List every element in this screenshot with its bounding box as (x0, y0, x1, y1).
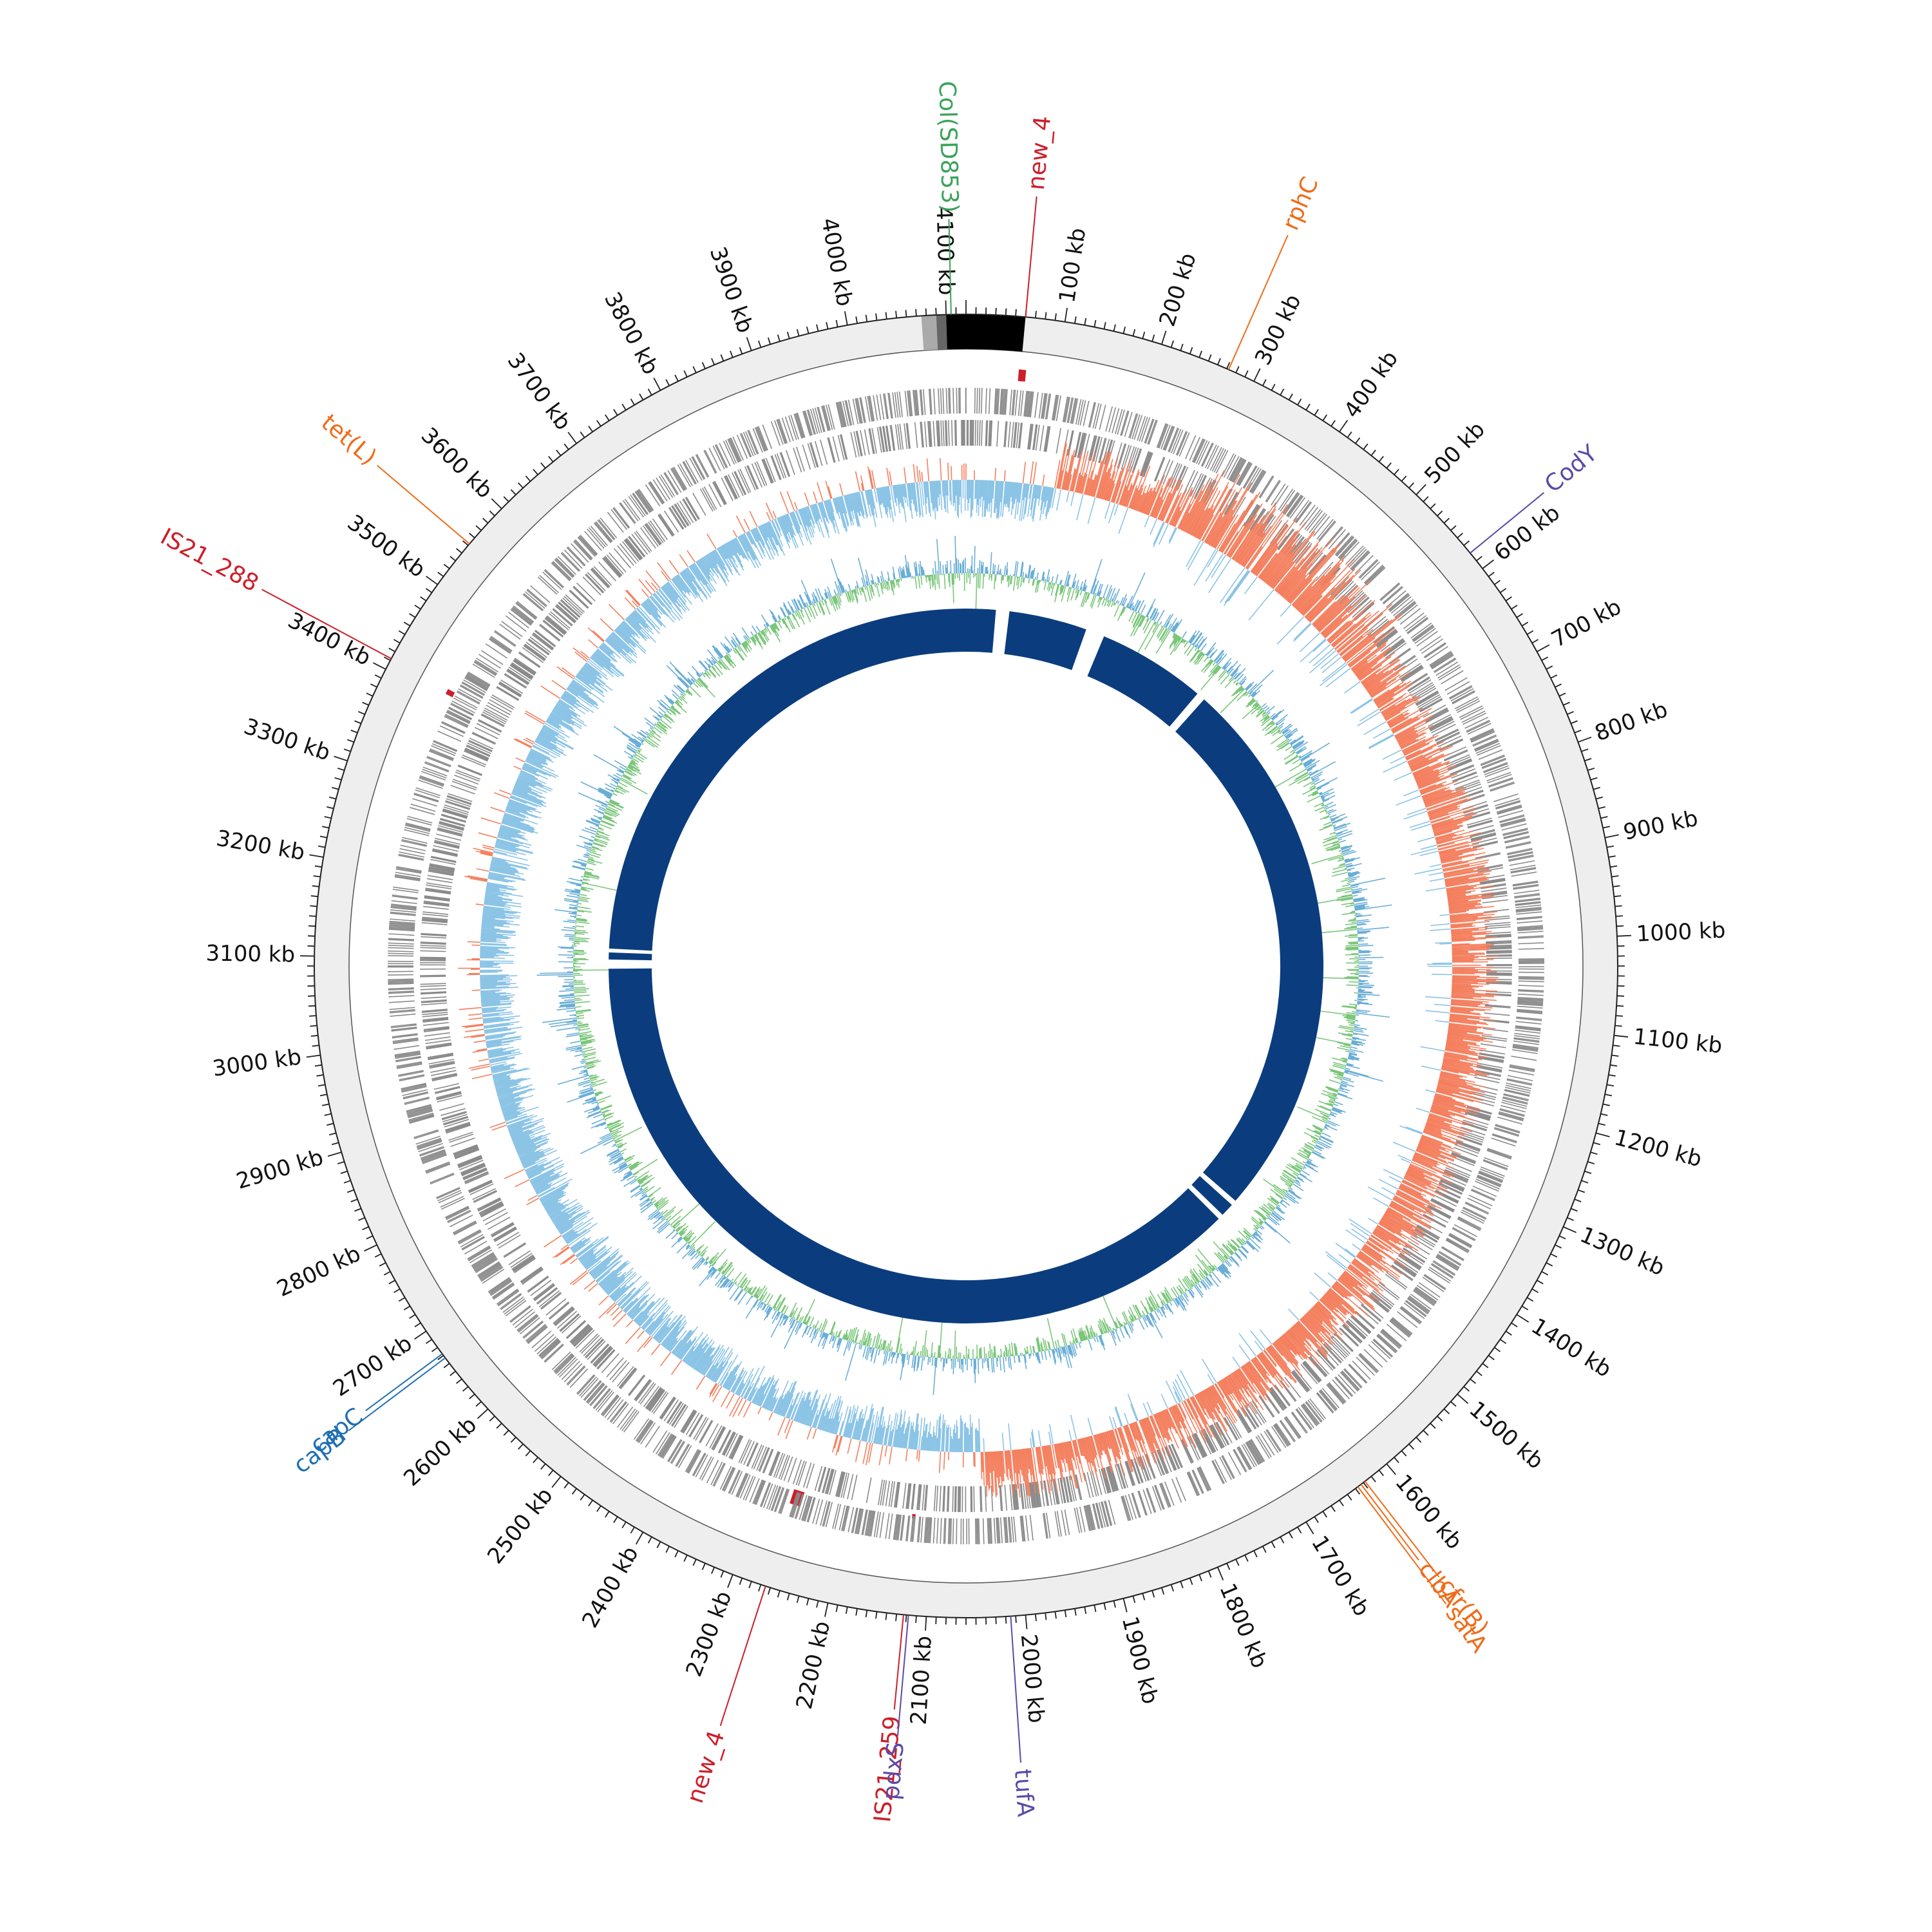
gc-content-ring (536, 535, 1392, 1396)
gc-skew-positive (458, 442, 1500, 1498)
contig-block (936, 314, 947, 350)
tick-label: 2800 kb (273, 1241, 365, 1302)
outer-band-ring (314, 314, 1618, 1618)
cds-ring (387, 387, 1545, 1545)
annotation-leader (1010, 1616, 1022, 1763)
annotation-label: CodY (1540, 440, 1603, 498)
annotation-leader (1025, 196, 1037, 317)
contig-block (946, 314, 966, 350)
tick-label: 2000 kb (1016, 1633, 1049, 1725)
blast-hit-segment (609, 609, 996, 951)
tick-label: 1200 kb (1611, 1124, 1704, 1172)
annotation-leader (377, 464, 470, 545)
blast-hit-segment (1175, 699, 1323, 1201)
tick-label: 900 kb (1621, 806, 1700, 846)
annotation-label: tufA (1009, 1768, 1039, 1818)
tick-label: 700 kb (1547, 594, 1625, 652)
annotation-label: IS21_288 (156, 524, 263, 597)
tick-label: 2200 kb (791, 1619, 835, 1712)
annotation-leader (1227, 234, 1289, 370)
tick-label: 800 kb (1591, 697, 1671, 747)
blast-hit-segment (1004, 611, 1086, 670)
annotation-leader (719, 1586, 766, 1727)
annotation-leader (348, 1357, 446, 1432)
annotation-label: new_4 (1023, 115, 1056, 191)
blast-identity-ring (609, 609, 1323, 1323)
tick-label: 1800 kb (1214, 1580, 1272, 1672)
tick-label: 100 kb (1054, 226, 1091, 305)
tick-label: 4100 kb (931, 205, 959, 296)
tick-label: 1900 kb (1117, 1614, 1163, 1707)
tick-label: 3600 kb (416, 422, 498, 504)
annotation-leader (1357, 1486, 1447, 1605)
contig-block (921, 315, 938, 351)
tick-label: 200 kb (1154, 250, 1201, 330)
tick-label: 3900 kb (705, 243, 758, 336)
annotation-leader (893, 1615, 904, 1710)
tick-label: 1700 kb (1306, 1531, 1374, 1621)
blast-hit-segment (609, 952, 652, 961)
blast-hit-segment (1087, 636, 1198, 727)
tick-label: 1100 kb (1632, 1024, 1723, 1059)
blast-hit-segment (1191, 1176, 1232, 1215)
annotation-label: pdxS (878, 1741, 909, 1801)
tick-label: 1400 kb (1527, 1313, 1616, 1383)
feature-marker (445, 688, 455, 697)
tick-label: 4000 kb (816, 216, 858, 308)
tick-label: 2500 kb (482, 1483, 558, 1569)
annotation-leader (948, 219, 952, 315)
gc-skew-negative (479, 479, 1453, 1453)
tick-label: 3200 kb (214, 826, 307, 866)
tick-label: 3400 kb (283, 607, 375, 671)
annotation-leader (1470, 492, 1545, 554)
tick-label: 3800 kb (599, 288, 663, 379)
tick-label: 2400 kb (577, 1542, 643, 1632)
tick-label: 2900 kb (233, 1144, 326, 1195)
annotation-label: rphC (1278, 173, 1324, 234)
gc-content-above (536, 535, 1392, 1396)
tick-label: 2700 kb (328, 1331, 417, 1402)
annotation-leader (261, 589, 392, 659)
annotation-label: new_4 (682, 1728, 730, 1806)
tick-label: 3000 kb (211, 1044, 303, 1082)
tick-label: 2600 kb (399, 1412, 482, 1492)
feature-marker (1018, 369, 1027, 382)
tick-label: 400 kb (1339, 346, 1403, 423)
annotation-leader (896, 1615, 909, 1736)
tick-label: 1300 kb (1576, 1222, 1668, 1281)
gc-content-below (573, 573, 1359, 1359)
contig-ring (445, 314, 1027, 1519)
tick-label: 2100 kb (906, 1635, 937, 1726)
tick-label: 3300 kb (241, 714, 334, 766)
annotation-leader (1360, 1484, 1419, 1561)
outer-band-inner-edge (348, 348, 1584, 1584)
tick-label: 2300 kb (681, 1587, 737, 1680)
tick-label: 3100 kb (205, 940, 295, 967)
contig-block (966, 314, 1026, 352)
tick-label: 600 kb (1490, 500, 1565, 566)
tick-label: 500 kb (1419, 417, 1490, 489)
tick-marks (300, 300, 1631, 1631)
annotation-leader (1364, 1481, 1440, 1578)
cds-features (387, 387, 1545, 1545)
tick-label: 1600 kb (1390, 1470, 1467, 1555)
tick-label: 3500 kb (343, 510, 430, 583)
tick-label: 3700 kb (502, 348, 576, 435)
blast-hit-segment (609, 968, 1219, 1323)
outer-band (314, 314, 1618, 1618)
tick-label: 1500 kb (1464, 1396, 1548, 1474)
tick-label: 1000 kb (1636, 917, 1726, 947)
annotation-label: Col(SD853) (934, 80, 963, 213)
annotation-leader (365, 1353, 443, 1412)
gc-skew-ring (458, 442, 1500, 1498)
annotation-label: tet(L) (316, 410, 382, 471)
